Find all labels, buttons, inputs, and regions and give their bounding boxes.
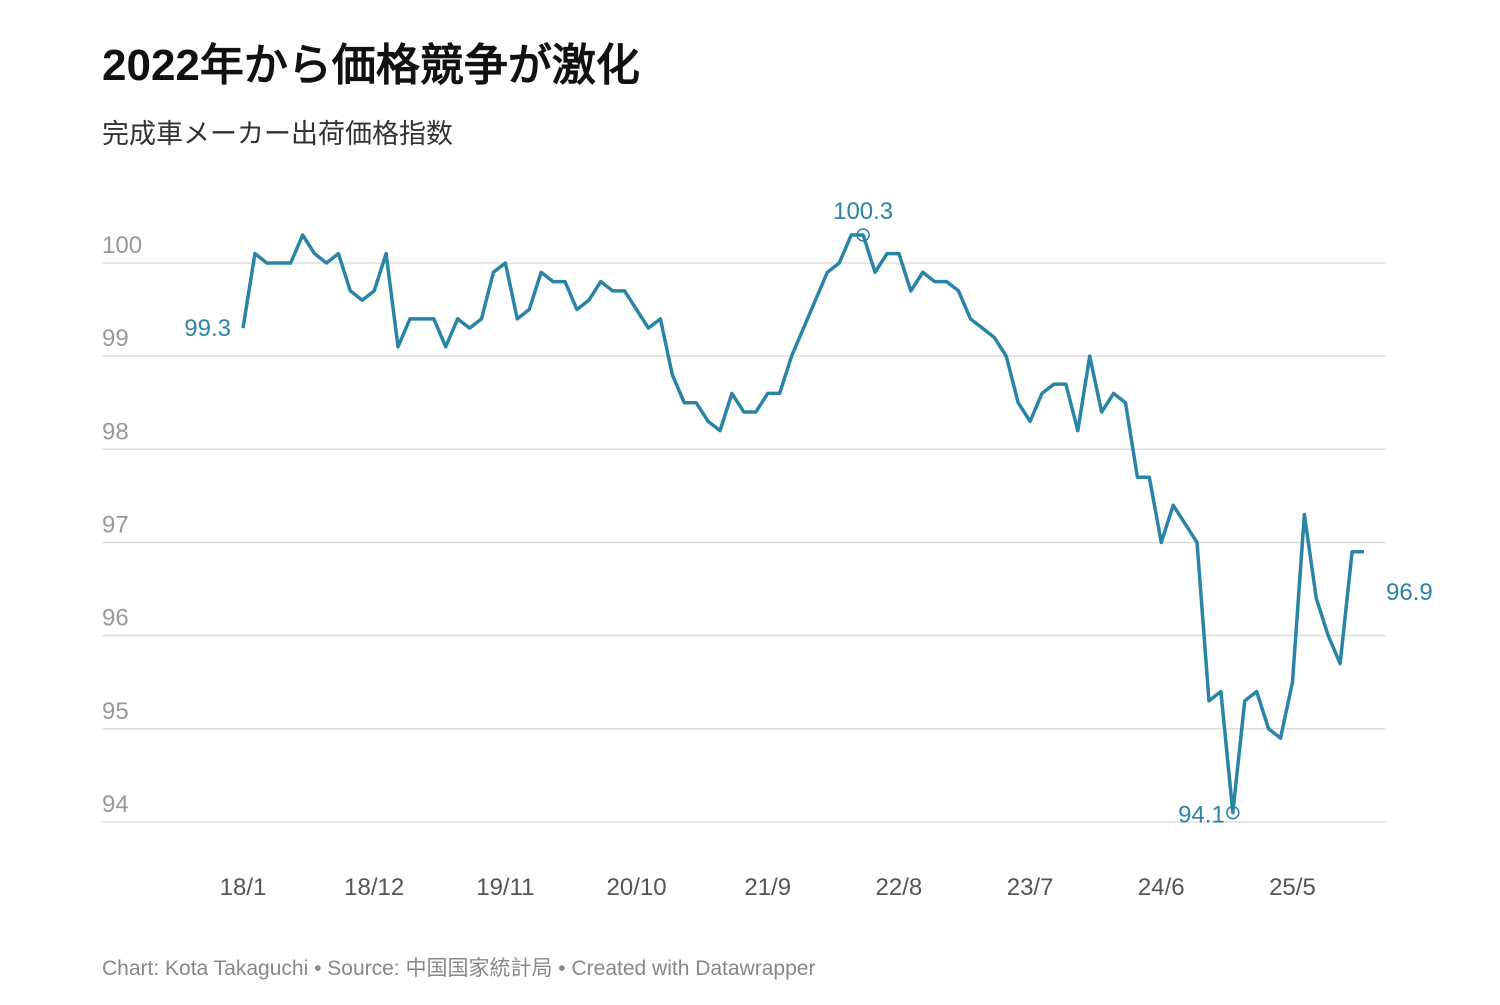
x-tick-label: 18/12 <box>344 874 404 901</box>
x-tick-label: 25/5 <box>1269 874 1316 901</box>
data-label: 100.3 <box>833 198 893 225</box>
x-tick-label: 19/11 <box>476 874 534 901</box>
y-tick-label: 99 <box>102 325 129 352</box>
data-label: 94.1 <box>1178 802 1225 829</box>
x-tick-label: 21/9 <box>744 874 791 901</box>
x-tick-label: 20/10 <box>607 874 667 901</box>
data-label: 96.9 <box>1386 579 1433 606</box>
y-tick-label: 96 <box>102 605 129 632</box>
chart-footer: Chart: Kota Takaguchi • Source: 中国国家統計局 … <box>102 957 815 980</box>
y-tick-label: 100 <box>102 232 142 259</box>
point-marker <box>1226 805 1240 820</box>
point-marker <box>856 228 870 242</box>
y-tick-label: 97 <box>102 511 129 538</box>
chart-subtitle: 完成車メーカー出荷価格指数 <box>102 119 453 149</box>
chart-title: 2022年から価格競争が激化 <box>102 41 640 90</box>
data-label: 99.3 <box>184 315 231 342</box>
y-tick-label: 94 <box>102 791 129 818</box>
y-tick-label: 98 <box>102 418 129 445</box>
y-tick-label: 95 <box>102 698 129 725</box>
x-tick-label: 24/6 <box>1138 874 1185 901</box>
x-tick-label: 23/7 <box>1007 874 1054 901</box>
data-line <box>241 233 1364 815</box>
x-tick-label: 22/8 <box>876 874 923 901</box>
x-tick-label: 18/1 <box>220 874 267 901</box>
